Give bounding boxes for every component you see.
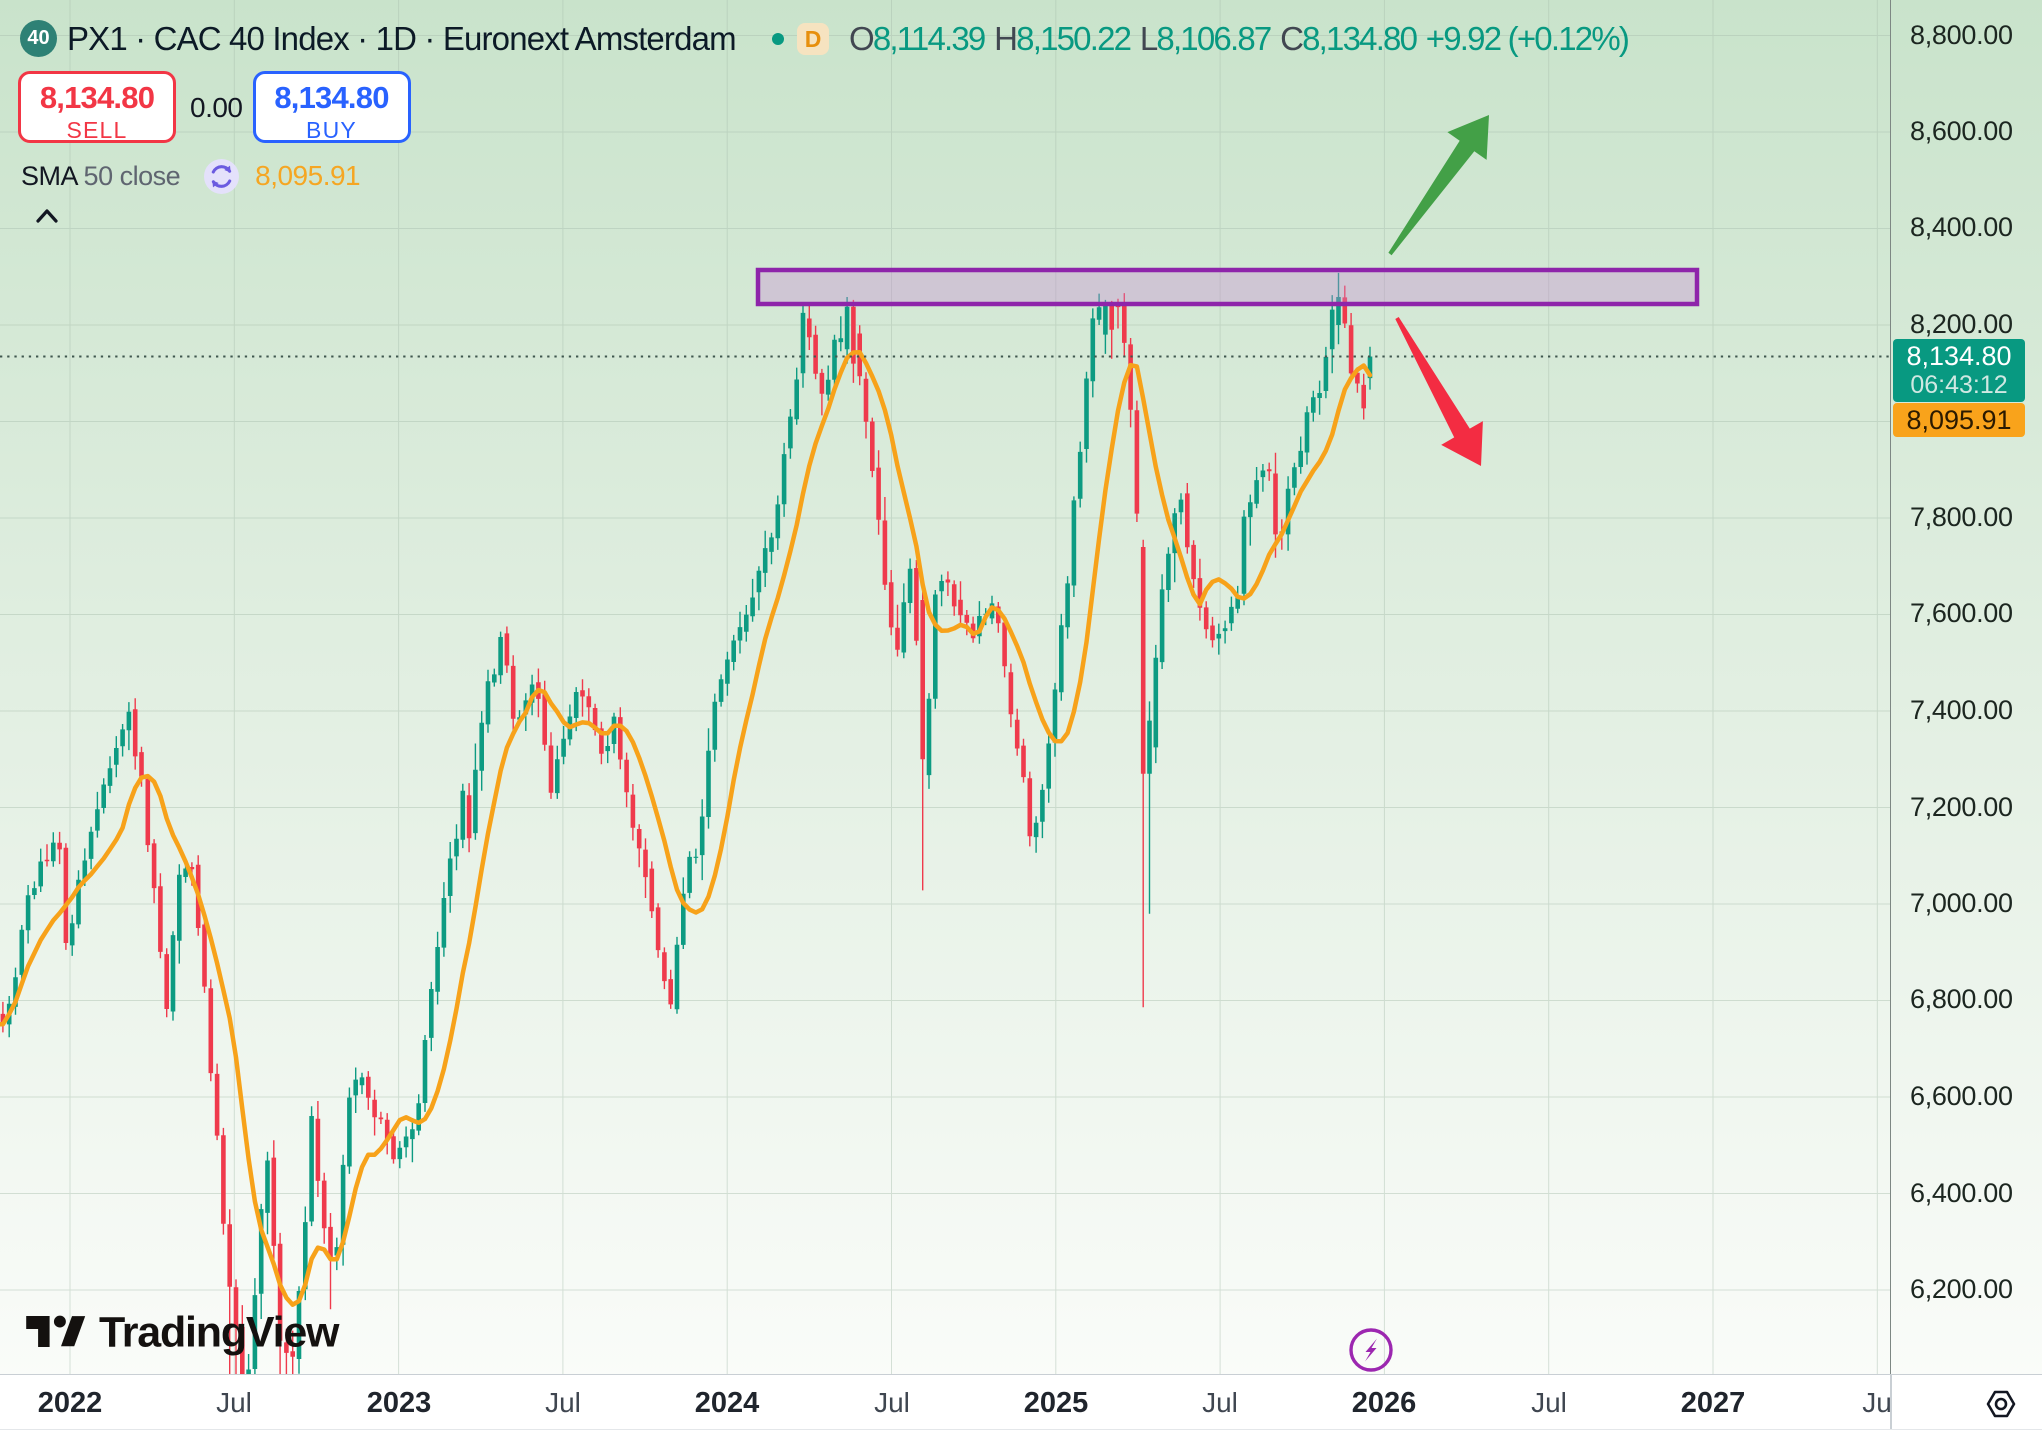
svg-text:TradingView: TradingView (99, 1309, 340, 1357)
